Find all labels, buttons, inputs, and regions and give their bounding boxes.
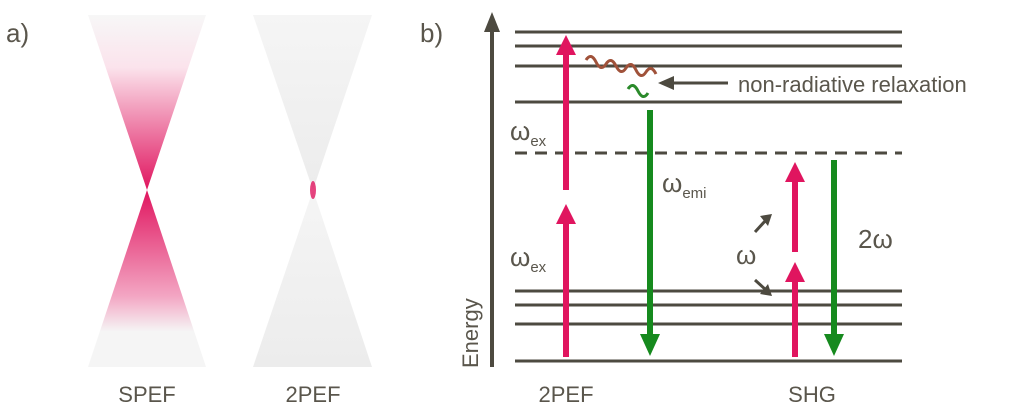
energy-axis [484,12,500,367]
2pef-focus [253,15,372,367]
caption: 2PEF [285,382,340,407]
symbol-main: ω [662,168,682,198]
spef-focus [88,15,206,367]
axis-label: Energy [458,298,483,368]
panel-label: a) [6,18,29,48]
caption: 2PEF [538,382,593,407]
figure: a) SPEF 2PEF b) Energy [0,0,1029,408]
caption: SPEF [118,382,175,407]
caption: SHG [788,382,836,407]
symbol: ωex [510,116,547,150]
symbol: 2ω [858,224,893,254]
symbol: ωemi [662,168,706,202]
relaxation-wave-end [628,85,648,96]
symbol-main: ω [510,116,530,146]
symbol-sub: ex [530,133,546,150]
panel-label: b) [420,18,443,48]
annotation: non-radiative relaxation [738,72,967,97]
symbol-main: ω [510,242,530,272]
symbol: ωex [510,242,547,276]
symbol-sub: ex [530,259,546,276]
symbol: ω [736,240,756,270]
symbol-sub: emi [682,185,706,202]
